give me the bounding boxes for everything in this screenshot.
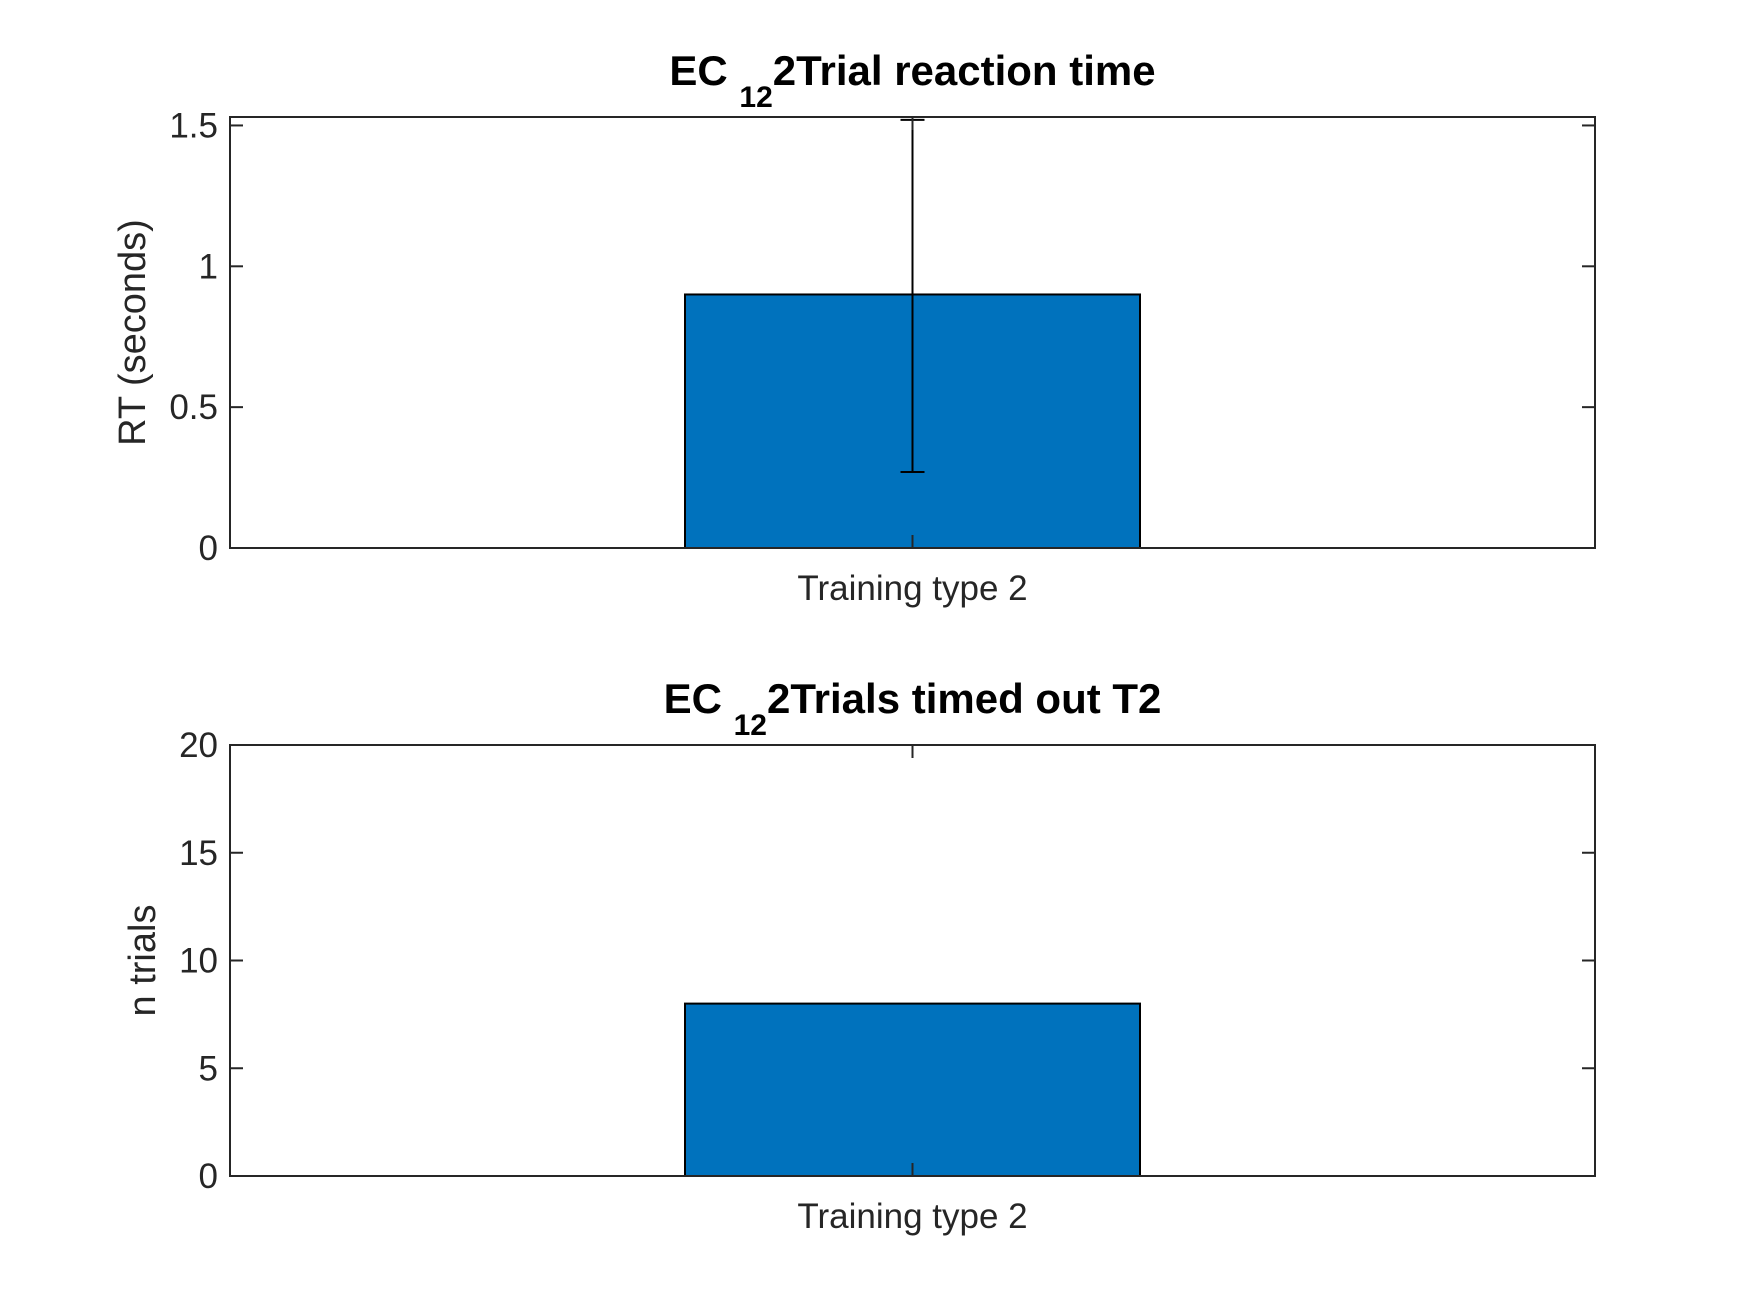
y-tick-label: 20 [179, 726, 218, 765]
y-tick-label: 0.5 [169, 388, 218, 427]
bar [684, 1002, 1141, 1177]
subplot-1: EC 122Trial reaction time 0 0.5 1 1.5 Trainin… [112, 47, 1596, 608]
title-rest: 2Trials timed out T2 [767, 675, 1161, 722]
title-subscript: 12 [739, 81, 772, 114]
chart-title: EC 122Trial reaction time [669, 47, 1155, 114]
title-main: EC [669, 47, 739, 94]
subplot-2: EC 122Trials timed out T2 0 5 10 15 20 Trainin… [122, 675, 1596, 1236]
y-axis-label: n trials [122, 905, 164, 1017]
title-rest: 2Trial reaction time [773, 47, 1156, 94]
y-tick-label: 1.5 [169, 106, 218, 145]
y-tick-label: 1 [199, 247, 218, 286]
x-tick-label: Training type 2 [797, 1197, 1027, 1236]
y-tick-label: 15 [179, 834, 218, 873]
y-tick-label: 0 [199, 529, 218, 568]
title-subscript: 12 [734, 709, 767, 742]
y-tick-label: 10 [179, 942, 218, 981]
y-tick-label: 0 [199, 1157, 218, 1196]
y-tick-label: 5 [199, 1049, 218, 1088]
y-axis-label: RT (seconds) [112, 219, 154, 446]
chart-title: EC 122Trials timed out T2 [664, 675, 1162, 742]
x-tick-label: Training type 2 [797, 569, 1027, 608]
title-main: EC [664, 675, 734, 722]
